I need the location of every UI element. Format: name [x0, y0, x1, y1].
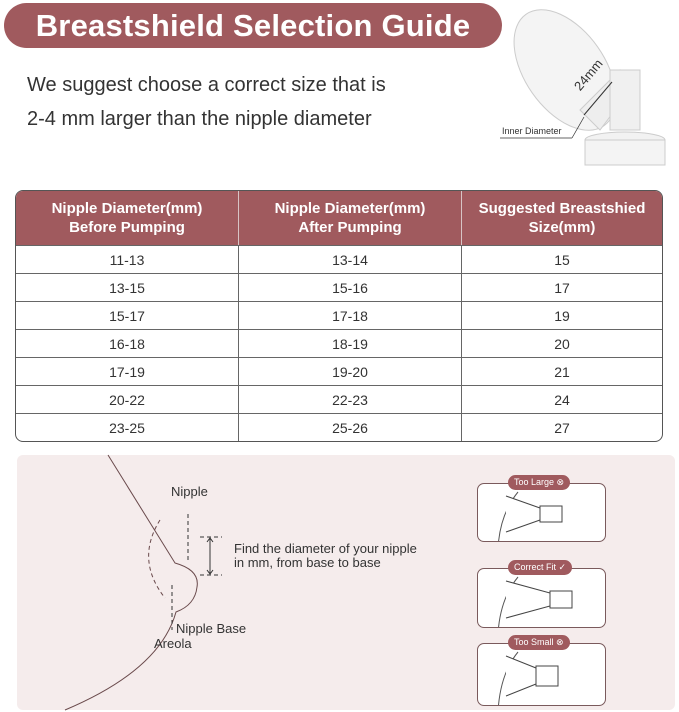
nipple-base-label: Nipple Base — [176, 621, 247, 636]
table-cell: 22-23 — [239, 385, 462, 413]
nipple-label: Nipple — [171, 484, 208, 499]
table-cell: 13-14 — [239, 245, 462, 273]
breastshield-product-image: 24mm Inner Diameter — [500, 9, 666, 166]
table-cell: 16-18 — [16, 329, 239, 357]
table-cell: 21 — [462, 357, 662, 385]
suggestion-line-2: 2-4 mm larger than the nipple diameter — [27, 108, 372, 130]
header-suggested-size: Suggested Breastshied Size(mm) — [462, 191, 662, 245]
x-circle-icon: ⊗ — [556, 477, 565, 487]
inner-diameter-label: Inner Diameter — [502, 126, 562, 136]
table-row: 17-19 19-20 21 — [16, 357, 662, 385]
header-line: Nipple Diameter(mm) — [274, 200, 426, 217]
header-line: Size(mm) — [528, 219, 596, 236]
fit-badge: Correct Fit ✓ — [508, 560, 573, 575]
breastshield-cone-icon — [497, 491, 563, 549]
header-line: Nipple Diameter(mm) — [51, 200, 203, 217]
fit-badge: Too Small ⊗ — [508, 635, 570, 650]
table-cell: 13-15 — [16, 273, 239, 301]
table-cell: 17 — [462, 273, 662, 301]
fit-label: Too Large — [514, 477, 555, 487]
fit-badge: Too Large ⊗ — [508, 475, 571, 490]
breastshield-cone-icon — [497, 651, 559, 712]
table-cell: 18-19 — [239, 329, 462, 357]
table-row: 15-17 17-18 19 — [16, 301, 662, 329]
table-cell: 17-19 — [16, 357, 239, 385]
table-cell: 15-16 — [239, 273, 462, 301]
breastshield-cone-icon — [497, 576, 573, 635]
table-header-row: Nipple Diameter(mm) Before Pumping Nipple… — [16, 191, 662, 245]
header-line: Suggested Breastshied — [478, 200, 646, 217]
header-line: Before Pumping — [69, 219, 185, 236]
check-circle-icon: ✓ — [558, 562, 567, 572]
table-cell: 27 — [462, 413, 662, 441]
header-line: After Pumping — [298, 219, 402, 236]
table-row: 16-18 18-19 20 — [16, 329, 662, 357]
table-cell: 15 — [462, 245, 662, 273]
instruction-line-1: Find the diameter of your nipple — [234, 541, 417, 556]
table-cell: 15-17 — [16, 301, 239, 329]
size-table: Nipple Diameter(mm) Before Pumping Nipple… — [15, 190, 663, 442]
table-cell: 25-26 — [239, 413, 462, 441]
fit-example-too-large — [477, 483, 606, 549]
fit-label: Correct Fit — [514, 562, 557, 572]
x-circle-icon: ⊗ — [556, 637, 564, 647]
suggestion-line-1: We suggest choose a correct size that is — [27, 74, 386, 96]
breast-diagram — [64, 454, 222, 711]
fit-label: Too Small — [514, 637, 554, 647]
table-row: 11-13 13-14 15 — [16, 245, 662, 273]
table-cell: 19 — [462, 301, 662, 329]
table-row: 13-15 15-16 17 — [16, 273, 662, 301]
table-cell: 20-22 — [16, 385, 239, 413]
instruction-line-2: in mm, from base to base — [234, 555, 381, 570]
table-cell: 23-25 — [16, 413, 239, 441]
areola-label: Areola — [154, 636, 192, 651]
table-cell: 24 — [462, 385, 662, 413]
table-cell: 11-13 — [16, 245, 239, 273]
page-title: Breastshield Selection Guide — [4, 3, 502, 48]
fit-example-correct-fit — [477, 568, 606, 635]
table-row: 23-25 25-26 27 — [16, 413, 662, 441]
header-before-pumping: Nipple Diameter(mm) Before Pumping — [16, 191, 239, 245]
table-row: 20-22 22-23 24 — [16, 385, 662, 413]
header-after-pumping: Nipple Diameter(mm) After Pumping — [239, 191, 462, 245]
table-cell: 19-20 — [239, 357, 462, 385]
table-cell: 17-18 — [239, 301, 462, 329]
table-cell: 20 — [462, 329, 662, 357]
fit-example-too-small — [477, 643, 606, 712]
